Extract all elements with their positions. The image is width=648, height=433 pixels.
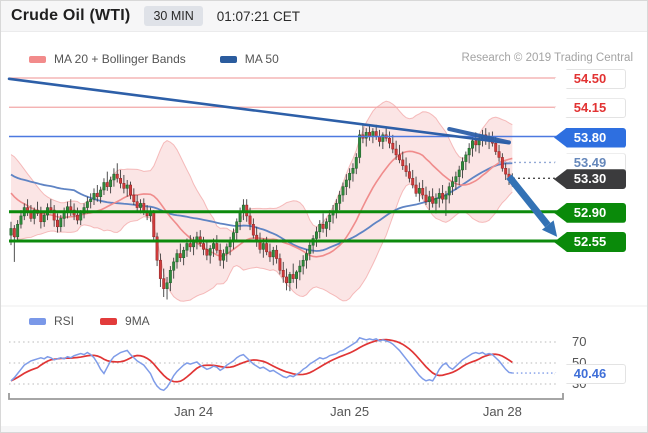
footer-strip <box>1 426 647 432</box>
rsi-swatch-icon <box>29 317 46 325</box>
timeframe-badge: 30 MIN <box>144 6 203 26</box>
attribution-text: Research © 2019 Trading Central <box>461 52 633 64</box>
legend-item-9ma: 9MA <box>100 314 150 328</box>
ma20-bollinger-swatch-icon <box>29 55 46 63</box>
instrument-title: Crude Oil (WTI) <box>11 7 131 24</box>
legend-label: MA 20 + Bollinger Bands <box>54 52 186 66</box>
price-legend: MA 20 + Bollinger Bands MA 50 <box>29 52 279 66</box>
date-label: Jan 24 <box>174 404 214 419</box>
rsi-current-value-badge: 40.46 <box>554 364 626 385</box>
rsi-legend: RSI 9MA <box>29 314 150 328</box>
legend-item-rsi: RSI <box>29 314 74 328</box>
price-level-badge: 53.80 <box>554 127 626 148</box>
nine-ma-swatch-icon <box>100 317 118 325</box>
price-level-badge: 52.55 <box>554 231 626 252</box>
legend-label: RSI <box>54 314 75 328</box>
legend-item-ma50: MA 50 <box>219 52 279 66</box>
price-level-badge: 53.30 <box>554 169 626 190</box>
price-level-badge: 52.90 <box>554 202 626 223</box>
header-bar: Crude Oil (WTI) 30 MIN 01:07:21 CET <box>1 1 647 32</box>
price-level-badge: 54.15 <box>554 98 626 119</box>
rsi-tick-70: 70 <box>572 334 587 349</box>
date-label: Jan 28 <box>482 404 522 419</box>
legend-label: MA 50 <box>244 52 279 66</box>
ma50-swatch-icon <box>219 55 237 63</box>
legend-label: 9MA <box>125 314 150 328</box>
date-label: Jan 25 <box>330 404 370 419</box>
timestamp: 01:07:21 CET <box>216 8 301 24</box>
price-level-badge: 54.50 <box>554 69 626 89</box>
legend-item-ma20-bollinger: MA 20 + Bollinger Bands <box>29 52 186 66</box>
